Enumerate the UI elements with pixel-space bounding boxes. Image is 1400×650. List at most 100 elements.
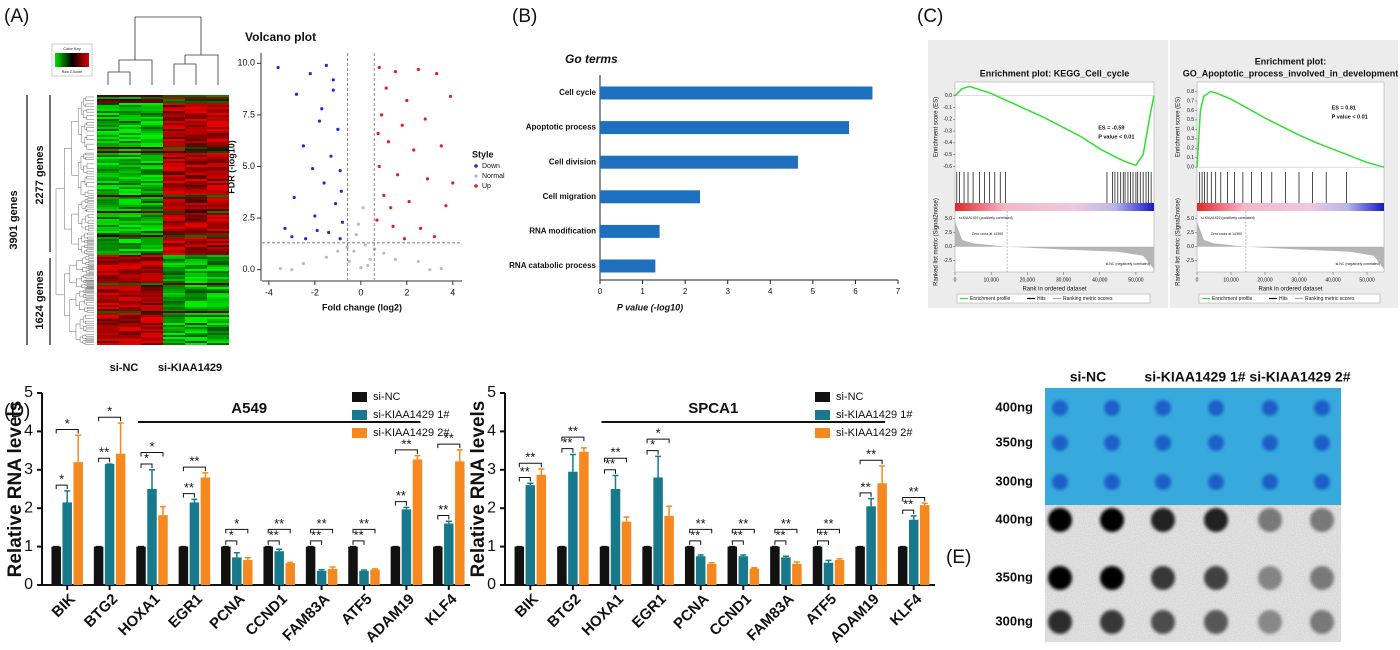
bar: [866, 506, 876, 585]
heat-cell: [185, 315, 207, 317]
heat-cell: [185, 145, 207, 147]
heat-cell: [141, 119, 163, 121]
point: [416, 67, 420, 72]
heat-cell: [207, 135, 229, 137]
error-bar: [793, 561, 800, 564]
bar: [455, 461, 465, 585]
heat-cell: [185, 131, 207, 133]
heat-cell: [207, 311, 229, 313]
point: [356, 222, 361, 226]
legend-label: si-KIAA1429 1#: [373, 409, 450, 421]
x-tick-label: HOXA1: [579, 591, 628, 640]
blot-row: 400ng: [995, 511, 1033, 526]
error-bar: [191, 498, 198, 503]
heat-cell: [119, 207, 141, 209]
heat-cell: [119, 197, 141, 199]
heat-cell: [119, 119, 141, 121]
legend-label: Up: [482, 183, 491, 190]
bar: [401, 509, 412, 585]
heat-cell: [97, 109, 119, 111]
heat-cell: [97, 253, 119, 255]
heat-cell: [185, 313, 207, 315]
heat-cell: [141, 339, 163, 341]
blot-row: 400ng: [995, 399, 1033, 414]
point: [336, 127, 340, 131]
heat-cell: [97, 149, 119, 151]
bar: [525, 485, 536, 585]
y-tick-label: -0.5: [943, 152, 952, 158]
legend-label: si-NC: [373, 391, 401, 403]
heat-cell: [141, 221, 163, 223]
bar: [73, 462, 83, 585]
heat-cell: [119, 133, 141, 135]
dendro-branch: [85, 325, 88, 328]
dendro-branch: [71, 213, 79, 245]
dendro-branch: [87, 236, 90, 240]
point: [423, 117, 427, 121]
heat-cell: [185, 187, 207, 189]
bar: [327, 568, 338, 585]
heat-cell: [207, 287, 229, 289]
heat-cell: [97, 157, 119, 159]
heat-cell: [163, 119, 185, 121]
x-tick-label: BIK: [49, 591, 79, 621]
heat-cell: [119, 173, 141, 175]
bar: [855, 546, 865, 585]
heat-cell: [141, 131, 163, 133]
heat-cell: [185, 281, 207, 283]
heat-cell: [141, 321, 163, 323]
heat-cell: [119, 249, 141, 251]
bar: [444, 523, 454, 585]
heat-cell: [207, 127, 229, 129]
x-axis-label: P value (-log10): [617, 302, 683, 312]
point: [336, 249, 340, 253]
heat-cell: [141, 155, 163, 157]
dendro-branch: [83, 98, 86, 106]
point: [338, 169, 342, 173]
sig-bracket: [859, 492, 872, 497]
heat-cell: [207, 293, 229, 295]
heat-cell: [141, 95, 163, 97]
heat-cell: [119, 101, 141, 103]
heat-cell: [141, 245, 163, 247]
y-tick-label: 1: [487, 538, 496, 555]
bar: [749, 568, 760, 585]
point: [340, 220, 345, 224]
heat-cell: [97, 269, 119, 271]
heat-cell: [163, 339, 185, 341]
dendro-branch: [83, 110, 87, 118]
heat-cell: [207, 211, 229, 213]
heat-cell: [119, 97, 141, 99]
heat-cell: [163, 157, 185, 159]
blot-dot: [1208, 474, 1224, 490]
heat-cell: [207, 109, 229, 111]
heat-cell: [97, 155, 119, 157]
heat-cell: [97, 143, 119, 145]
heat-cell: [141, 271, 163, 273]
dendro-branch: [86, 127, 89, 132]
heat-cell: [141, 153, 163, 155]
blot-row: 350ng: [995, 569, 1033, 584]
heat-cell: [97, 205, 119, 207]
sig-bracket: [646, 438, 670, 444]
heat-cell: [97, 211, 119, 213]
heat-cell: [97, 315, 119, 317]
sig-label: *: [107, 404, 112, 419]
bar: [51, 546, 61, 585]
dendro-branch: [86, 163, 89, 169]
heat-cell: [119, 107, 141, 109]
heat-cell: [163, 257, 185, 259]
sig-bracket: [98, 416, 122, 422]
heat-cell: [119, 177, 141, 179]
sig-bracket: [437, 514, 450, 520]
heat-cell: [207, 105, 229, 107]
heat-cell: [207, 103, 229, 105]
heat-cell: [119, 229, 141, 231]
blot-dot: [1104, 435, 1120, 451]
heat-cell: [97, 107, 119, 109]
heat-cell: [163, 169, 185, 171]
blot-dot: [1204, 566, 1228, 590]
y-tick-label: 0.2: [1187, 146, 1194, 152]
bar: [93, 546, 104, 585]
bar: [812, 546, 823, 585]
